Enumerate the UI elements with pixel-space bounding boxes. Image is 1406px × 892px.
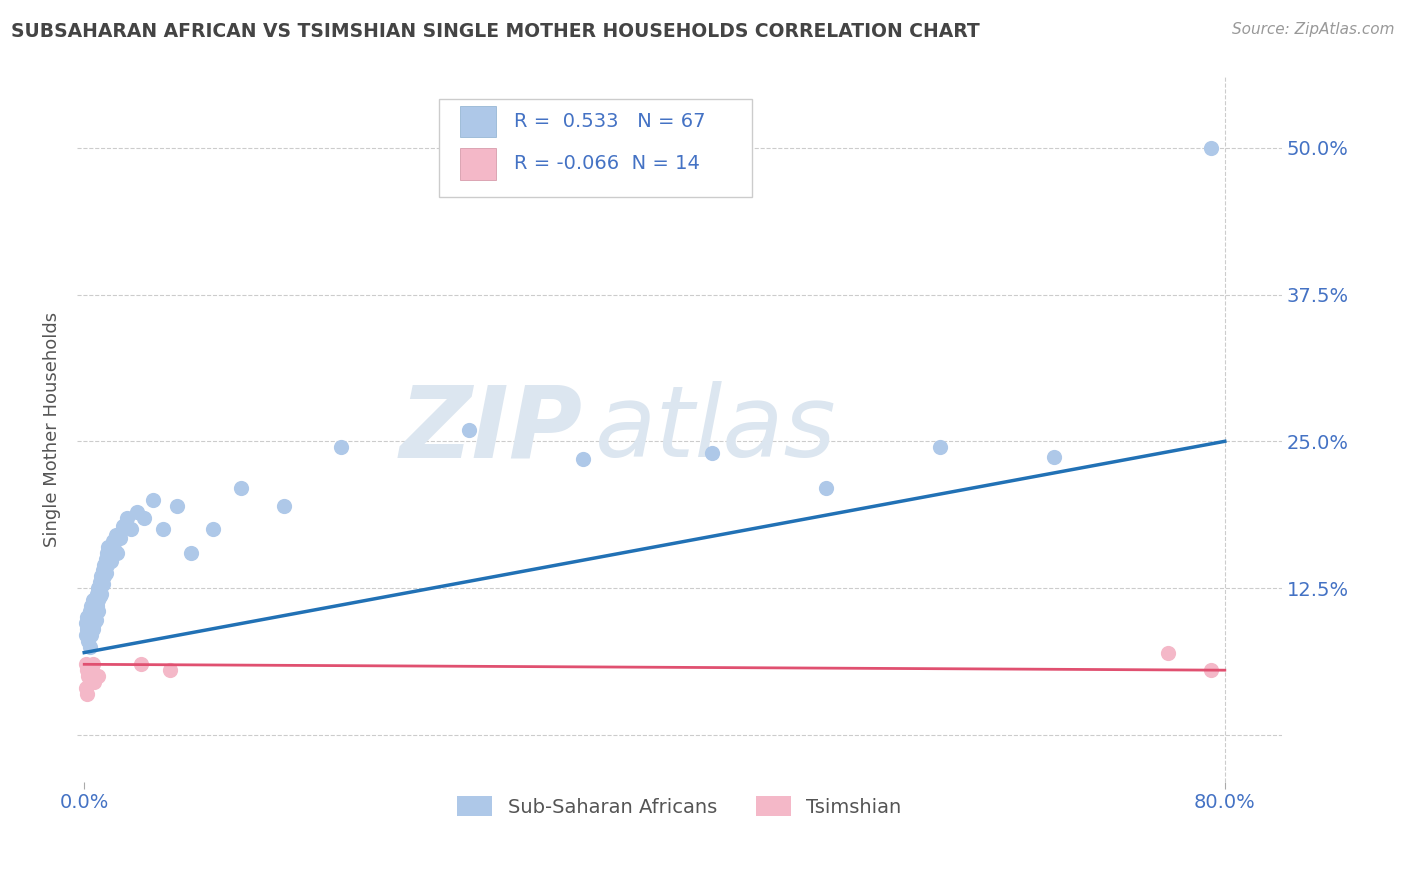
Point (80, 663, 103, 677)
Point (1157, 646, 1180, 660)
FancyBboxPatch shape (460, 148, 496, 179)
FancyBboxPatch shape (439, 99, 752, 197)
Point (77, 616, 100, 631)
Point (111, 518, 134, 533)
Point (77, 669, 100, 683)
Point (77, 633, 100, 648)
Point (201, 522, 224, 536)
Point (159, 663, 181, 677)
Point (928, 440, 950, 454)
Point (104, 528, 127, 542)
Point (105, 546, 128, 560)
Point (96, 546, 118, 560)
Point (75, 616, 97, 631)
FancyBboxPatch shape (460, 105, 496, 137)
Point (76, 663, 98, 677)
Point (76, 687, 98, 701)
Point (700, 446, 723, 460)
Point (87, 605, 110, 619)
Point (97, 540, 120, 554)
Point (101, 534, 124, 549)
Text: ZIP: ZIP (401, 381, 583, 478)
Point (108, 531, 131, 545)
Text: atlas: atlas (595, 381, 837, 478)
Point (91, 563, 114, 577)
Legend: Sub-Saharan Africans, Tsimshian: Sub-Saharan Africans, Tsimshian (450, 789, 910, 825)
Point (329, 440, 352, 454)
Point (86, 587, 108, 601)
Text: Source: ZipAtlas.com: Source: ZipAtlas.com (1232, 22, 1395, 37)
Point (132, 510, 155, 524)
Point (82, 622, 104, 636)
Point (75, 657, 97, 672)
Point (80, 616, 103, 631)
Point (96, 558, 118, 572)
Point (86, 599, 108, 613)
Point (82, 610, 104, 624)
Point (77, 610, 100, 624)
Point (142, 493, 165, 508)
Point (79, 622, 101, 636)
Point (93, 569, 115, 583)
Point (152, 522, 174, 536)
Text: R =  0.533   N = 67: R = 0.533 N = 67 (515, 112, 706, 131)
Point (166, 499, 188, 513)
Point (87, 581, 110, 595)
Point (100, 554, 122, 568)
Point (91, 577, 114, 591)
Text: R = -0.066  N = 14: R = -0.066 N = 14 (515, 154, 700, 173)
Point (79, 674, 101, 689)
Point (814, 481, 837, 495)
Point (103, 542, 125, 557)
Point (94, 566, 117, 580)
Point (83, 599, 105, 613)
Point (90, 587, 112, 601)
Point (273, 499, 295, 513)
Point (180, 546, 202, 560)
Point (80, 599, 103, 613)
Y-axis label: Single Mother Households: Single Mother Households (44, 312, 60, 547)
Point (83, 616, 105, 631)
Point (84, 592, 107, 607)
Point (79, 605, 101, 619)
Point (129, 657, 152, 672)
Point (125, 505, 148, 519)
Point (84, 601, 107, 615)
Point (83, 605, 105, 619)
Point (229, 481, 252, 495)
Point (89, 589, 111, 603)
Point (82, 657, 104, 672)
Point (80, 628, 103, 642)
Point (120, 522, 142, 536)
Point (75, 628, 97, 642)
Point (75, 681, 97, 695)
Point (87, 669, 110, 683)
Point (76, 622, 98, 636)
Point (98, 546, 121, 560)
Point (79, 640, 101, 654)
Point (572, 451, 595, 466)
Text: SUBSAHARAN AFRICAN VS TSIMSHIAN SINGLE MOTHER HOUSEHOLDS CORRELATION CHART: SUBSAHARAN AFRICAN VS TSIMSHIAN SINGLE M… (11, 22, 980, 41)
Point (93, 558, 115, 572)
Point (1199, 141, 1222, 155)
Point (1042, 450, 1064, 464)
Point (83, 674, 105, 689)
Point (94, 551, 117, 566)
Point (87, 592, 110, 607)
Point (76, 610, 98, 624)
Point (115, 510, 138, 524)
Point (90, 569, 112, 583)
Point (82, 592, 104, 607)
Point (458, 423, 481, 437)
Point (84, 613, 107, 627)
Point (1199, 663, 1222, 677)
Point (89, 575, 111, 590)
